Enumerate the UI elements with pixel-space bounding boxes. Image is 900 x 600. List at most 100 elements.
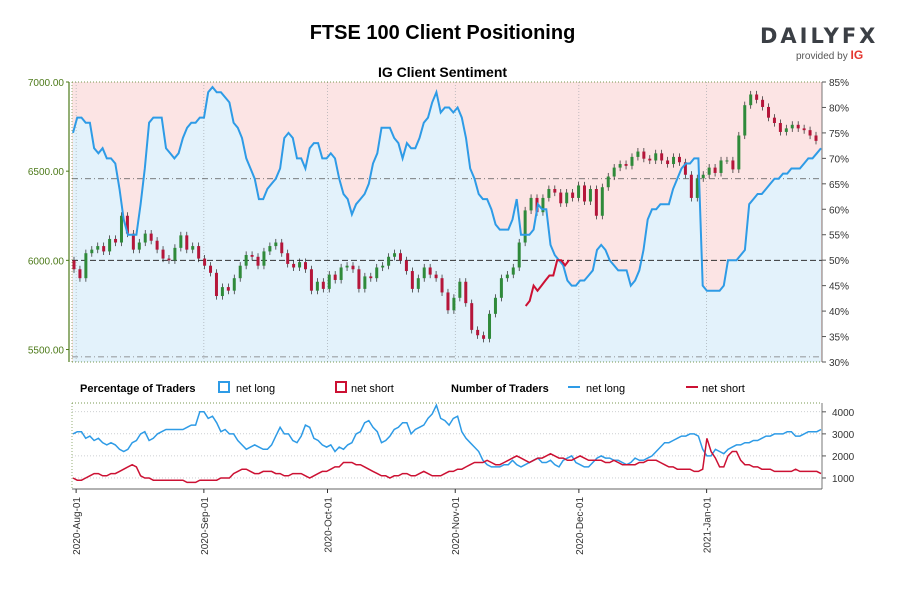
price-candle [250, 254, 254, 257]
price-tick-label: 5500.00 [28, 346, 65, 357]
price-candle [203, 258, 207, 266]
price-candle [571, 192, 575, 198]
price-candle [689, 174, 693, 198]
price-candle [268, 246, 272, 252]
price-candle [119, 215, 123, 243]
price-candle [125, 215, 129, 234]
price-candle [315, 281, 319, 291]
price-candle [244, 254, 248, 266]
price-candle [298, 262, 302, 268]
price-candle [458, 281, 462, 298]
price-candle [173, 247, 177, 261]
price-candle [309, 269, 313, 291]
price-candle [185, 235, 189, 250]
price-candle [78, 269, 82, 279]
price-candle [482, 335, 486, 339]
chart-subtitle: IG Client Sentiment [377, 64, 508, 80]
dailyfx-logo: DAILYFX provided by IG [760, 24, 875, 62]
price-candle [529, 197, 533, 211]
price-candle [428, 267, 432, 275]
price-candle [660, 153, 664, 161]
price-candle [701, 174, 705, 179]
x-tick-label: 2021-Jan-01 [703, 497, 714, 554]
price-candle [369, 276, 373, 279]
price-candle [749, 94, 753, 106]
price-candle [731, 160, 735, 170]
price-candle [143, 233, 147, 243]
price-candle [672, 156, 676, 165]
price-candle [321, 281, 325, 289]
price-candle [446, 292, 450, 311]
price-candle [642, 151, 646, 159]
price-candle [577, 185, 581, 198]
legend-pct-short-label: net short [351, 383, 394, 395]
net-long-pct-line [72, 85, 822, 292]
x-axis: 2020-Aug-01 2020-Sep-01 2020-Oct-01 2020-No… [72, 489, 714, 555]
price-candle [594, 189, 598, 216]
traders-net-long-line [72, 403, 822, 468]
price-candle [339, 267, 343, 280]
price-candle [582, 185, 586, 202]
price-candle [84, 253, 88, 279]
price-candle [410, 271, 414, 289]
price-candle [363, 276, 367, 289]
price-candle [725, 160, 729, 162]
price-candle [404, 260, 408, 272]
x-tick-label: 2020-Sep-01 [200, 497, 211, 555]
price-candle [565, 192, 569, 204]
pct-tick-label: 55% [829, 231, 849, 242]
price-candle [137, 242, 141, 250]
price-candle [393, 253, 397, 257]
price-candle [292, 263, 296, 268]
price-candle [796, 124, 800, 129]
price-candle [523, 210, 527, 243]
price-candle [155, 240, 159, 250]
price-candle [381, 265, 385, 268]
pct-tick-label: 40% [829, 307, 849, 318]
traders-tick-label: 4000 [832, 408, 855, 419]
price-candle [624, 164, 628, 166]
pct-tick-label: 65% [829, 180, 849, 191]
long-sentiment-fill [73, 87, 821, 362]
pct-tick-label: 80% [829, 103, 849, 114]
pct-tick-label: 60% [829, 205, 849, 216]
price-candle [209, 265, 213, 273]
price-candle [488, 313, 492, 339]
price-candle [618, 164, 622, 168]
price-candle [666, 160, 670, 165]
price-candle [387, 256, 391, 266]
x-tick-label: 2020-Aug-01 [72, 497, 83, 555]
price-candle [511, 267, 515, 275]
price-candle [559, 192, 563, 204]
logo-provided-by-text: provided by [796, 51, 848, 62]
price-candle [737, 135, 741, 170]
price-candle [274, 242, 278, 247]
price-candle [280, 242, 284, 254]
price-candle [547, 189, 551, 198]
price-candle [262, 251, 266, 266]
price-candle [743, 105, 747, 136]
price-tick-label: 6500.00 [28, 167, 65, 178]
price-candle [683, 162, 687, 175]
pct-tick-label: 35% [829, 333, 849, 344]
price-candle [772, 117, 776, 124]
price-candle [96, 246, 100, 250]
price-candle [197, 246, 201, 259]
legend-pct-heading: Percentage of Traders [80, 383, 196, 395]
price-candle [304, 262, 308, 270]
x-tick-label: 2020-Nov-01 [451, 497, 462, 555]
pct-tick-label: 50% [829, 256, 849, 267]
price-candle [357, 269, 361, 289]
price-candle [333, 274, 337, 280]
price-candle [108, 238, 112, 252]
legend-pct-short-swatch [335, 381, 347, 393]
page-title: FTSE 100 Client Positioning [309, 22, 576, 44]
price-candle [232, 278, 236, 291]
price-candle [161, 249, 165, 259]
pct-tick-label: 30% [829, 358, 849, 369]
price-candle [114, 238, 118, 243]
price-candle [493, 297, 497, 314]
price-candle [713, 167, 717, 173]
price-candle [238, 265, 242, 279]
price-candle [808, 130, 812, 136]
